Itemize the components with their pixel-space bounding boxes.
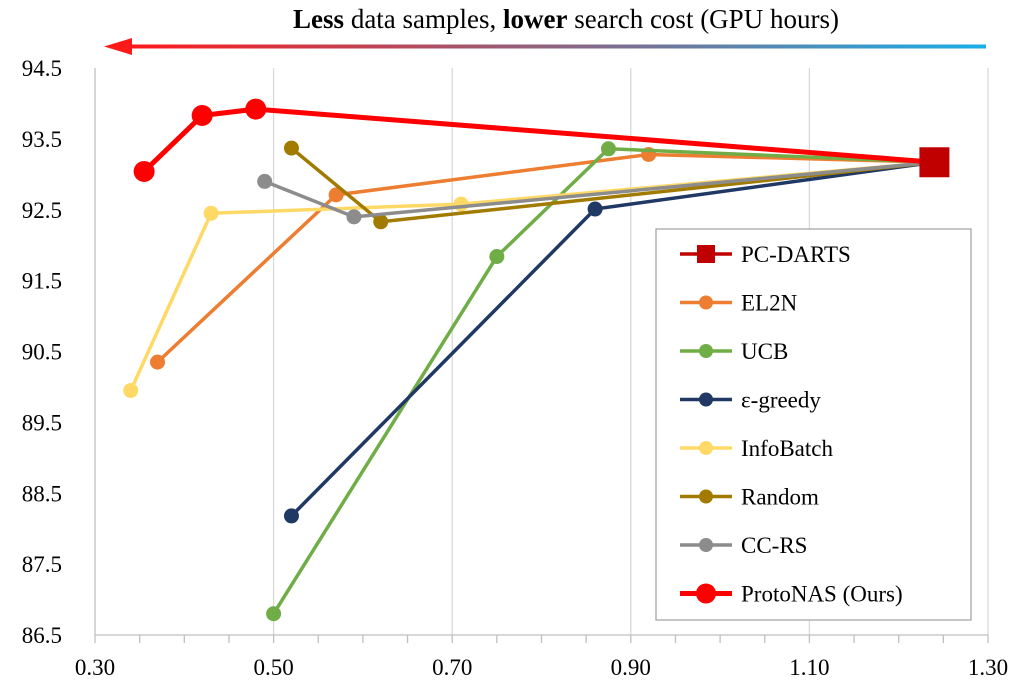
y-tick-label: 88.5 [22, 481, 62, 506]
data-point [150, 354, 166, 370]
direction-arrow-shaft [128, 44, 986, 49]
legend-swatch-marker [699, 538, 713, 552]
y-tick-label: 92.5 [22, 198, 62, 223]
title-bold-lower: lower [503, 4, 567, 34]
title-mid-1: data samples, [344, 4, 503, 34]
data-point [191, 104, 213, 126]
y-tick-label: 90.5 [22, 340, 62, 365]
legend-label: Random [741, 485, 819, 510]
series-random [283, 140, 935, 230]
x-tick-label: 0.50 [253, 655, 293, 680]
series-line [156, 152, 935, 364]
legend-label: PC-DARTS [741, 242, 851, 267]
legend-swatch-marker [699, 295, 713, 310]
legend-label: UCB [741, 339, 788, 364]
data-point [266, 606, 282, 622]
legend-swatch-marker [696, 583, 716, 604]
legend-swatch-marker [699, 441, 713, 455]
legend: PC-DARTS EL2N UCB ε-greedy InfoBatch Random CC… [655, 228, 972, 621]
legend-label: ε-greedy [741, 388, 821, 413]
series-pc-darts [919, 147, 950, 178]
data-point [203, 205, 219, 221]
data-point [328, 187, 344, 203]
legend-label: ProtoNAS (Ours) [741, 582, 903, 607]
direction-arrow [104, 38, 986, 55]
data-point [919, 147, 950, 178]
data-point [453, 196, 469, 212]
legend-swatch-marker [699, 392, 713, 407]
y-tick-label: 86.5 [22, 623, 62, 648]
legend-swatch-marker [699, 489, 713, 504]
data-point [489, 249, 505, 265]
series-protonas-ours [133, 98, 935, 182]
series-greedy [283, 160, 935, 524]
data-point [245, 98, 267, 120]
y-tick-label: 89.5 [22, 410, 62, 435]
direction-arrow-head [104, 38, 132, 55]
y-tick-label: 93.5 [22, 127, 62, 152]
data-point [133, 160, 155, 182]
y-tick-label: 94.5 [22, 56, 62, 81]
chart-title: Less data samples, lower search cost (GP… [293, 4, 839, 34]
data-point [123, 382, 139, 398]
legend-box [655, 228, 972, 621]
title-mid-2: search cost (GPU hours) [568, 4, 839, 34]
x-tick-label: 1.10 [789, 655, 829, 680]
legend-swatch-marker [699, 344, 713, 358]
x-tick-label: 0.90 [611, 655, 651, 680]
y-tick-label: 87.5 [22, 552, 62, 577]
data-point [283, 140, 299, 156]
series-line [142, 106, 935, 174]
x-tick-label: 0.70 [432, 655, 472, 680]
x-tick-label: 1.30 [968, 655, 1008, 680]
series-cc-rs [257, 160, 935, 225]
x-tick-label: 0.30 [75, 655, 115, 680]
legend-swatch-marker [697, 245, 715, 263]
data-point [587, 201, 603, 217]
data-point [346, 209, 362, 225]
legend-label: InfoBatch [741, 436, 833, 461]
plot-series [123, 98, 950, 622]
data-point [257, 173, 273, 189]
legend-label: CC-RS [741, 533, 807, 558]
y-tick-label: 91.5 [22, 269, 62, 294]
title-bold-less: Less [293, 4, 344, 34]
data-point [600, 141, 616, 157]
legend-label: EL2N [741, 291, 798, 316]
axes: 0.30 0.50 0.70 0.90 1.10 1.30 86.5 87.5 88.5 89.5… [22, 56, 1008, 680]
data-point [373, 214, 389, 230]
data-point [283, 508, 299, 524]
